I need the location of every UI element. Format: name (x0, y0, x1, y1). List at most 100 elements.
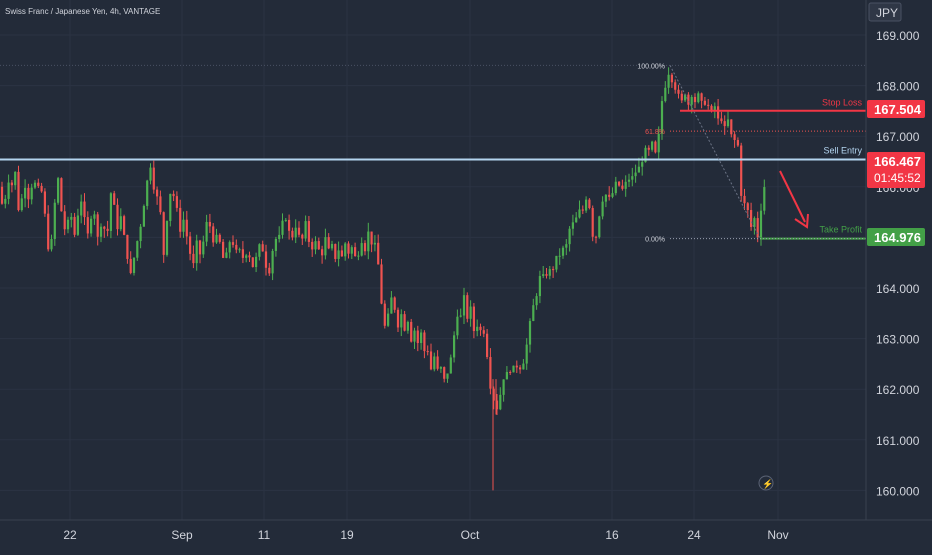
candle-body (311, 241, 314, 250)
candle-body (624, 181, 627, 189)
candle-body (486, 333, 489, 358)
candle-body (449, 357, 452, 374)
price-tick-label: 160.000 (876, 484, 920, 498)
candle-body (321, 249, 324, 256)
currency-badge[interactable]: JPY (868, 2, 902, 22)
candle-body (594, 236, 598, 238)
candle-body (205, 221, 208, 242)
candle-body (304, 221, 307, 239)
candle-body (707, 104, 710, 106)
candle-body (373, 242, 376, 245)
time-tick-label: 24 (687, 528, 701, 542)
candle-body (116, 204, 119, 230)
candle-body (218, 234, 221, 242)
candle-body (585, 199, 588, 211)
candle-body (63, 211, 66, 230)
candle-body (568, 228, 571, 245)
candle-body (80, 201, 83, 216)
candle-body (654, 141, 657, 153)
candle-body (552, 269, 555, 271)
candle-body (703, 100, 706, 105)
price-tick-label: 161.000 (876, 434, 920, 448)
candle-body (179, 207, 182, 232)
candle-body (637, 166, 640, 173)
fibonacci-retracement[interactable]: 100.00% 61.8% 0.00% (0, 63, 866, 244)
candle-body (472, 306, 475, 332)
candle-body (142, 205, 145, 227)
candle-body (109, 193, 112, 231)
candle-body (561, 247, 565, 256)
candle-body (528, 321, 532, 345)
candle-body (680, 93, 683, 101)
svg-text:164.976: 164.976 (874, 230, 921, 245)
time-tick-label: Sep (171, 528, 193, 542)
candle-body (357, 255, 360, 257)
candle-body (446, 373, 449, 379)
candle-body (182, 219, 185, 232)
candle-body (291, 230, 294, 238)
candle-body (60, 178, 63, 212)
candle-body (730, 119, 733, 135)
candle-body (598, 216, 601, 238)
candle-body (710, 105, 713, 111)
fib-trend-line (669, 65, 761, 239)
candle-body (717, 106, 720, 119)
fib-level-label: 100.00% (637, 63, 665, 70)
candle-body (106, 228, 109, 231)
candle-body (429, 351, 433, 370)
candle-body (519, 367, 522, 370)
candle-body (208, 221, 211, 227)
candle-body (136, 241, 139, 258)
candle-body (641, 162, 644, 167)
candle-body (667, 74, 670, 88)
candle-body (344, 243, 347, 257)
lightning-icon[interactable]: ⚡ (758, 475, 774, 491)
candle-body (548, 269, 551, 276)
candle-body (400, 314, 403, 328)
candle-body (670, 74, 673, 83)
candle-body (608, 194, 611, 197)
candle-body (202, 241, 205, 255)
candle-body (162, 212, 165, 255)
candle-body (139, 226, 142, 242)
candle-body (255, 256, 258, 268)
candle-body (165, 220, 169, 255)
candle-body (651, 141, 654, 150)
candle-body (756, 218, 759, 238)
candle-body (726, 119, 730, 127)
candle-body (532, 305, 535, 322)
candle-body (50, 238, 53, 250)
candle-body (697, 93, 700, 103)
candle-body (169, 193, 172, 221)
candle-body (492, 388, 495, 401)
candle-body (499, 394, 502, 410)
price-axis[interactable]: 169.000168.000167.000166.000165.000164.0… (876, 29, 920, 498)
candle-body (248, 255, 251, 258)
candle-body (129, 258, 132, 273)
price-tick-label: 167.000 (876, 130, 920, 144)
svg-text:166.467: 166.467 (874, 154, 921, 169)
time-tick-label: Nov (767, 528, 788, 542)
candle-body (479, 326, 482, 331)
projection-arrow[interactable] (779, 170, 809, 229)
candle-body (525, 344, 528, 364)
candle-body (185, 219, 188, 237)
candle-body (439, 367, 442, 369)
candle-body (426, 351, 429, 353)
candle-body (327, 237, 330, 249)
candle-body (462, 295, 466, 316)
time-tick-label: 19 (340, 528, 354, 542)
candle-body (30, 187, 33, 200)
candle-body (677, 89, 680, 94)
candle-body (314, 241, 317, 250)
candle-body (644, 147, 647, 163)
candle-body (416, 330, 419, 344)
candle-body (627, 179, 631, 182)
candle-body (684, 94, 687, 101)
candle-body (10, 182, 13, 186)
candle-body (86, 217, 89, 234)
candle-body (634, 172, 637, 177)
candle-body (571, 222, 574, 229)
time-axis[interactable]: 22 Sep 11 19 Oct 16 24 Nov (63, 528, 788, 542)
